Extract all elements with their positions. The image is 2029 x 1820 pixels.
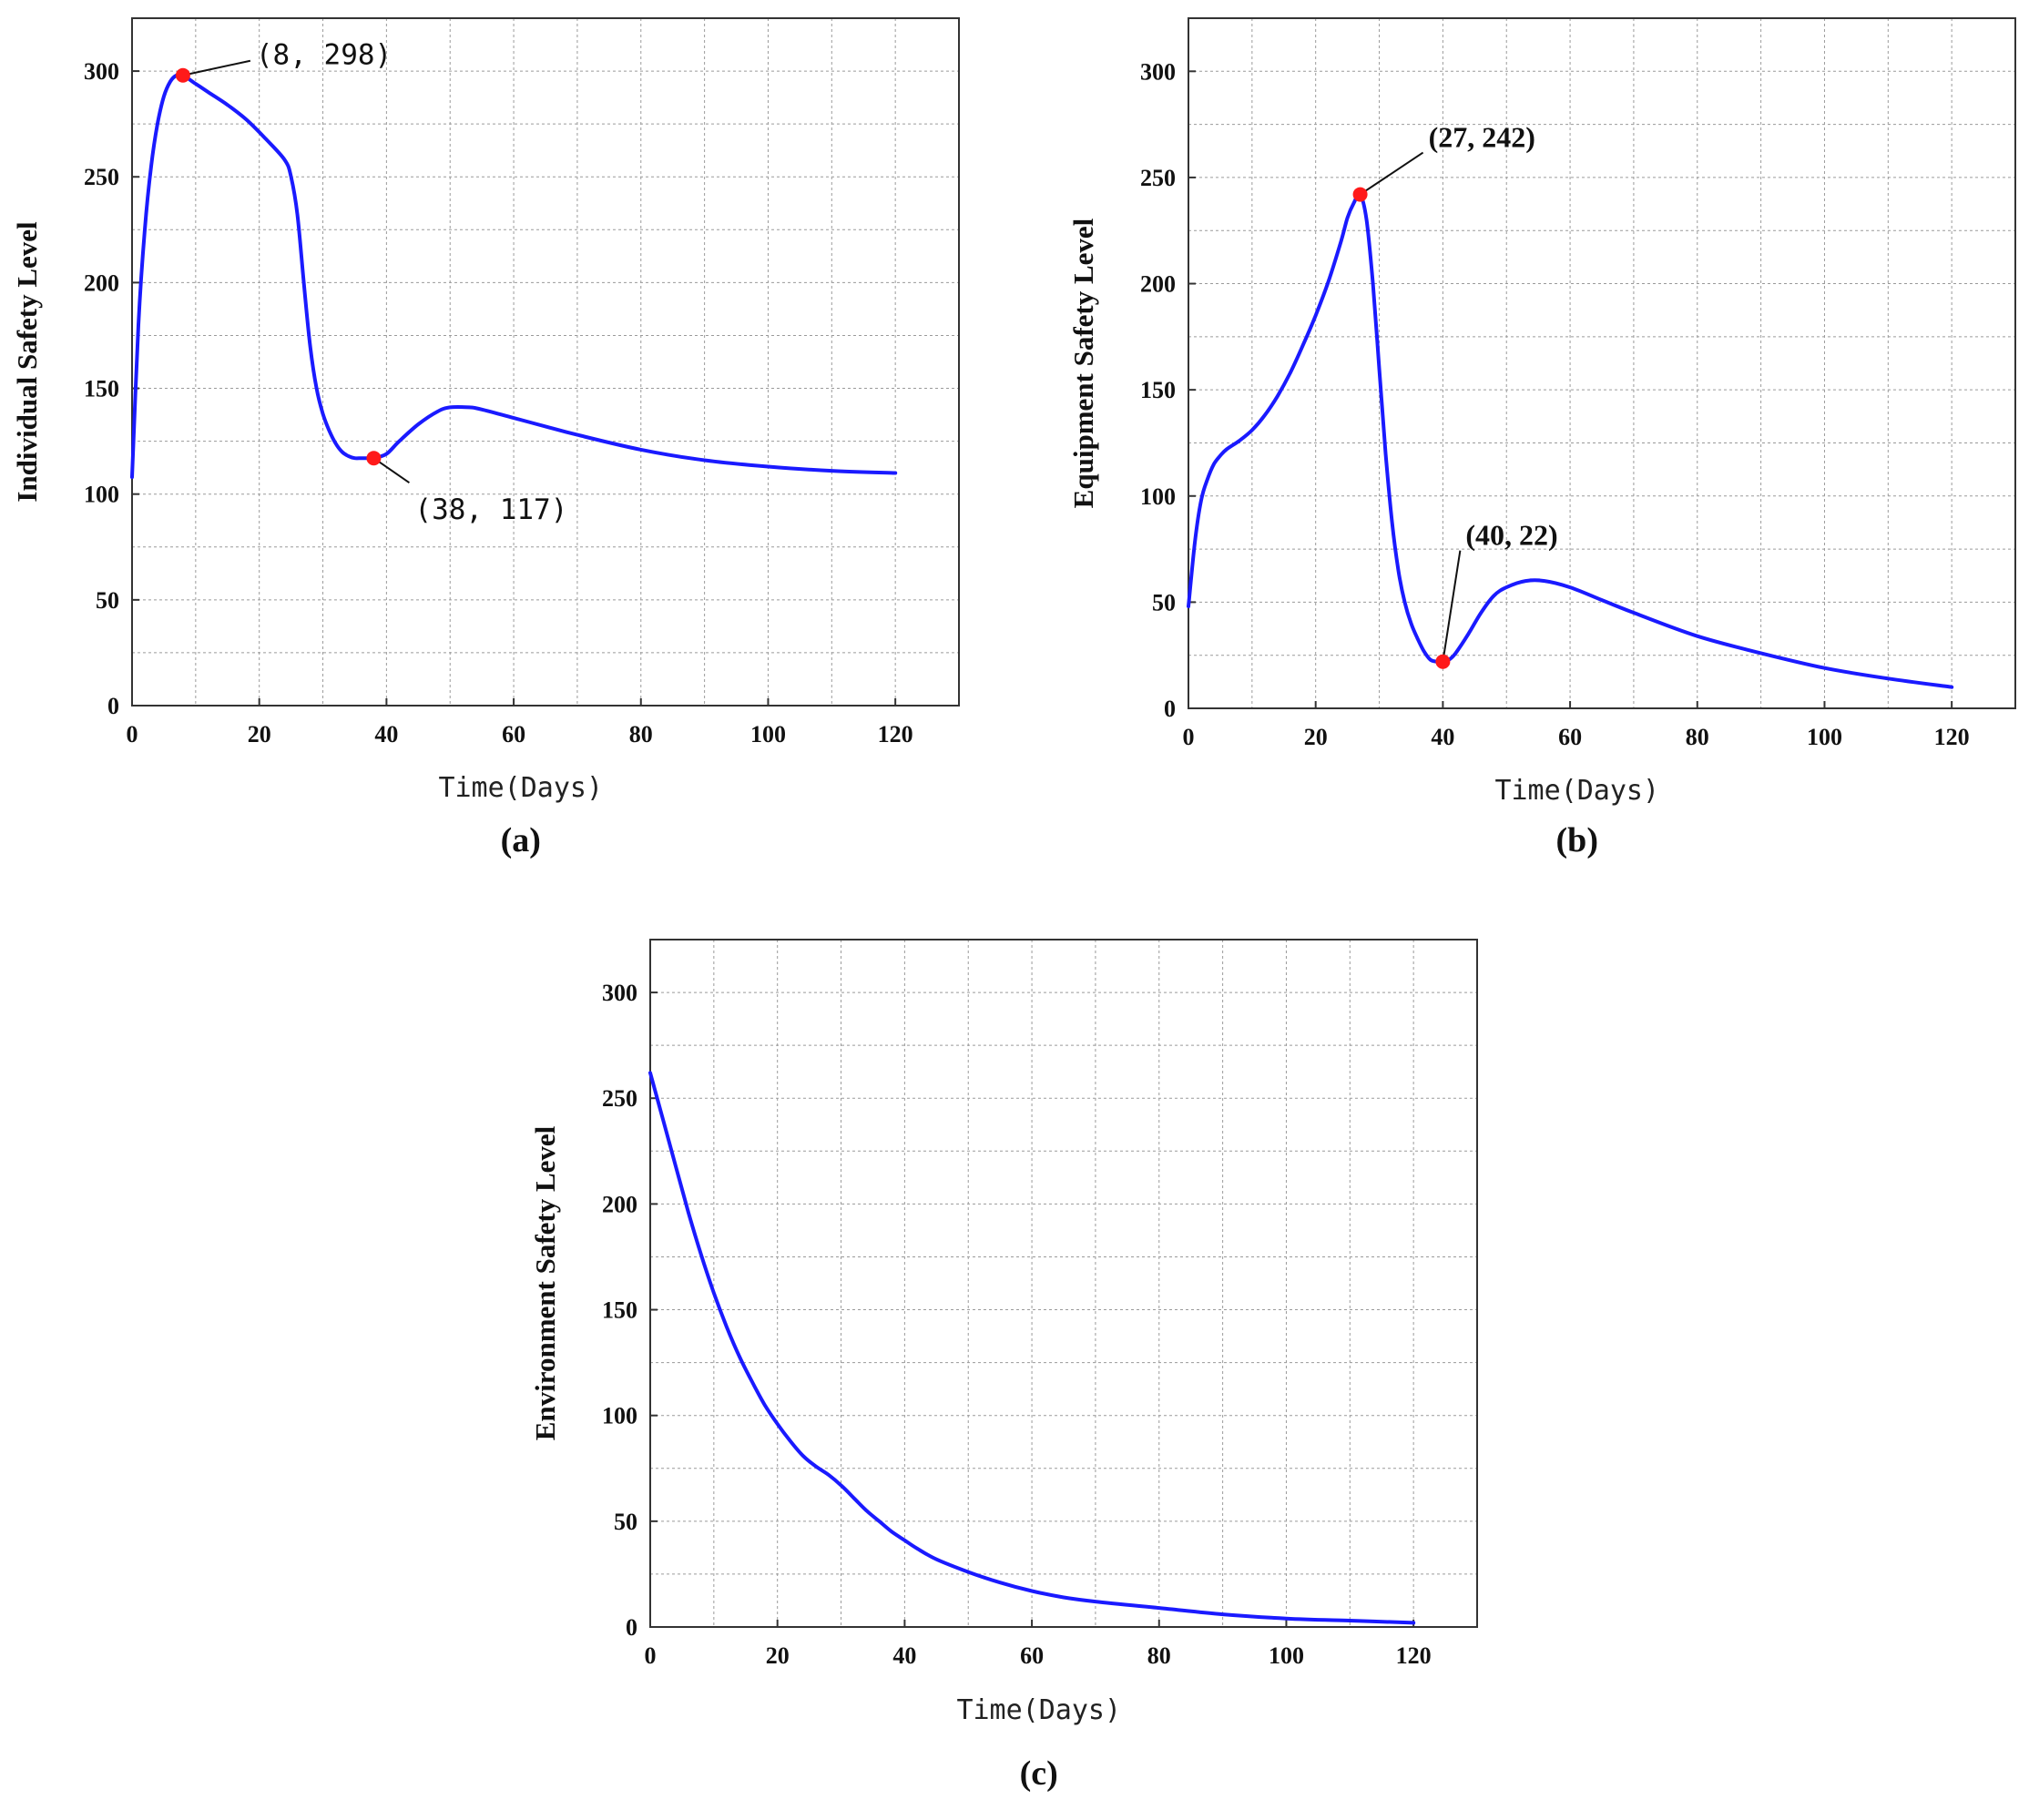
annotation-marker bbox=[1435, 654, 1451, 669]
x-tick-label: 100 bbox=[1807, 724, 1842, 750]
y-tick-label: 250 bbox=[84, 164, 119, 190]
gridlines-b bbox=[1188, 18, 2015, 708]
x-axis-title-a: Time(Days) bbox=[438, 772, 603, 804]
annotation-label: (8, 298) bbox=[256, 39, 392, 72]
caption-a: (a) bbox=[501, 821, 541, 859]
y-tick-label: 250 bbox=[1140, 165, 1176, 191]
x-tick-label: 20 bbox=[766, 1642, 790, 1669]
x-axis-title-c: Time(Days) bbox=[956, 1694, 1121, 1726]
y-axis-title-b: Equipment Safety Level bbox=[1067, 218, 1099, 508]
caption-b: (b) bbox=[1556, 821, 1598, 859]
y-tick-label: 100 bbox=[1140, 483, 1176, 510]
annotation-label: (38, 117) bbox=[414, 493, 567, 526]
y-tick-label: 150 bbox=[84, 376, 119, 402]
series-line-a bbox=[130, 72, 898, 480]
caption-c: (c) bbox=[1020, 1754, 1058, 1793]
annotation-marker bbox=[1352, 187, 1368, 202]
x-tick-label: 120 bbox=[1934, 724, 1970, 750]
y-tick-label: 200 bbox=[84, 269, 119, 296]
chart-panel-a: 0 50 100 150 200 250 300 0 20 40 60 80 100 120 Time(Da… bbox=[0, 0, 1015, 874]
x-tick-label: 80 bbox=[1147, 1642, 1171, 1669]
y-tick-label: 0 bbox=[1164, 696, 1176, 722]
chart-c-svg: 0 50 100 150 200 250 300 0 20 40 60 80 100 120 Time(Da… bbox=[529, 939, 1478, 1793]
x-axis-title-b: Time(Days) bbox=[1494, 775, 1659, 807]
x-tick-label: 0 bbox=[645, 1642, 657, 1669]
y-tick-label: 50 bbox=[1152, 589, 1176, 615]
y-tick-label: 100 bbox=[602, 1403, 637, 1429]
plot-frame-a bbox=[131, 17, 960, 707]
chart-a-svg: 0 50 100 150 200 250 300 0 20 40 60 80 100 120 Time(Da… bbox=[11, 17, 960, 859]
annotation-label: (27, 242) bbox=[1429, 121, 1535, 154]
x-tick-label: 80 bbox=[629, 721, 653, 747]
y-tick-label: 250 bbox=[602, 1085, 637, 1112]
plot-frame-b bbox=[1188, 17, 2016, 709]
y-tick-label: 50 bbox=[96, 587, 119, 614]
gridlines-c bbox=[650, 940, 1477, 1627]
x-tick-label: 0 bbox=[127, 721, 138, 747]
x-tick-label: 60 bbox=[1020, 1642, 1044, 1669]
y-tick-label: 0 bbox=[626, 1614, 637, 1641]
x-tick-label: 40 bbox=[374, 721, 398, 747]
y-tick-label: 300 bbox=[602, 980, 637, 1006]
chart-b-svg: 0 50 100 150 200 250 300 0 20 40 60 80 100 120 Time(Da… bbox=[1067, 17, 2016, 859]
x-tick-label: 0 bbox=[1183, 724, 1195, 750]
annotation-leader bbox=[182, 59, 251, 76]
y-tick-label: 300 bbox=[1140, 58, 1176, 85]
annotation-marker bbox=[366, 451, 382, 466]
x-tick-label: 100 bbox=[750, 721, 786, 747]
annotation-leader bbox=[1442, 550, 1462, 662]
x-tick-label: 120 bbox=[1396, 1642, 1432, 1669]
y-tick-label: 150 bbox=[1140, 377, 1176, 403]
y-tick-label: 200 bbox=[602, 1191, 637, 1217]
series-line-b bbox=[1187, 191, 1954, 689]
x-tick-label: 20 bbox=[248, 721, 271, 747]
y-axis-title-c: Environment Safety Level bbox=[529, 1125, 561, 1440]
annotation-marker bbox=[175, 67, 190, 83]
x-tick-label: 80 bbox=[1686, 724, 1709, 750]
y-tick-label: 200 bbox=[1140, 271, 1176, 298]
series-line-c bbox=[648, 1071, 1416, 1625]
x-tick-label: 60 bbox=[502, 721, 525, 747]
x-tick-label: 40 bbox=[1431, 724, 1454, 750]
y-tick-label: 150 bbox=[602, 1297, 637, 1324]
y-tick-label: 0 bbox=[107, 693, 119, 719]
gridlines-a bbox=[132, 18, 959, 706]
annotation-label: (40, 22) bbox=[1465, 519, 1557, 552]
chart-panel-b: 0 50 100 150 200 250 300 0 20 40 60 80 100 120 Time(Da… bbox=[1015, 0, 2029, 874]
plot-frame-c bbox=[649, 939, 1478, 1628]
x-tick-label: 20 bbox=[1304, 724, 1328, 750]
x-tick-label: 120 bbox=[878, 721, 913, 747]
x-tick-label: 60 bbox=[1558, 724, 1582, 750]
y-tick-label: 100 bbox=[84, 482, 119, 508]
x-tick-label: 100 bbox=[1269, 1642, 1304, 1669]
annotation-leader bbox=[1360, 151, 1424, 196]
y-axis-title-a: Individual Safety Level bbox=[11, 221, 43, 503]
y-tick-label: 300 bbox=[84, 58, 119, 85]
chart-panel-c: 0 50 100 150 200 250 300 0 20 40 60 80 100 120 Time(Da… bbox=[492, 910, 1539, 1820]
x-tick-label: 40 bbox=[892, 1642, 916, 1669]
y-tick-label: 50 bbox=[614, 1509, 637, 1535]
